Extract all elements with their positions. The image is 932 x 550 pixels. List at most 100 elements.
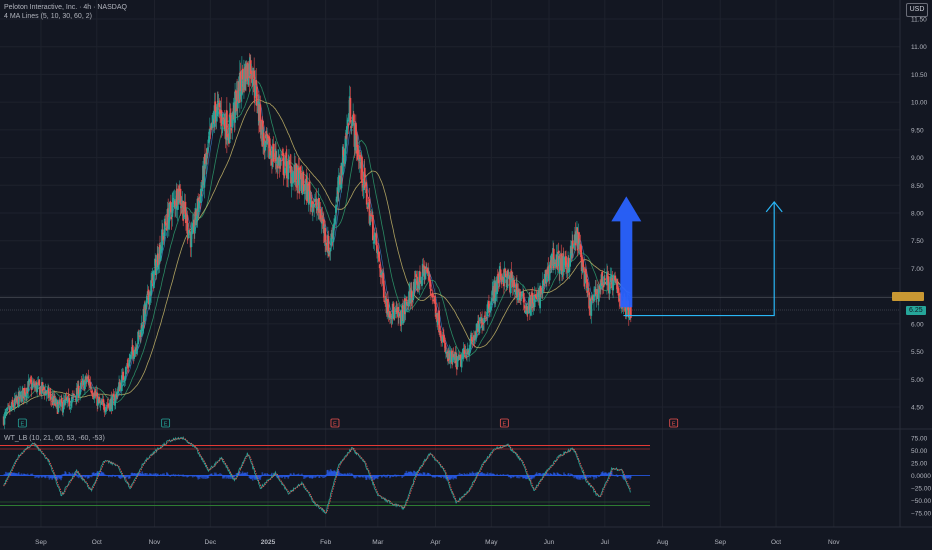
candle-body xyxy=(361,156,363,183)
candle-body xyxy=(375,233,378,246)
candle-body xyxy=(75,388,78,402)
candle-body xyxy=(115,392,118,394)
wt-histogram-bar xyxy=(528,475,530,480)
wt-histogram-bar xyxy=(571,474,573,476)
wt-histogram-bar xyxy=(500,475,502,477)
candle-body xyxy=(203,157,206,188)
wt-histogram-bar xyxy=(533,475,536,478)
price-tick-label: 11.50 xyxy=(911,17,927,24)
wt-histogram-bar xyxy=(617,475,619,477)
wt-histogram-bar xyxy=(365,475,368,480)
wt-histogram-bar xyxy=(593,475,595,480)
wt-histogram-bar xyxy=(301,473,303,476)
ma-indicator-legend[interactable]: 4 MA Lines (5, 10, 30, 60, 2) xyxy=(4,13,92,20)
candle-body xyxy=(128,360,131,367)
candle-body xyxy=(168,202,171,221)
candle-body xyxy=(8,406,11,408)
wt-histogram-bar xyxy=(351,474,354,476)
time-tick-label: Dec xyxy=(205,539,217,546)
candle-body xyxy=(481,325,484,330)
time-tick-label: Aug xyxy=(657,539,669,546)
wt-histogram-bar xyxy=(71,472,74,476)
candle-body xyxy=(572,245,575,248)
wt-histogram-bar xyxy=(181,474,183,476)
wt-histogram-bar xyxy=(548,474,550,476)
candle-body xyxy=(586,287,589,291)
wt-histogram-bar xyxy=(4,471,7,476)
candle-body xyxy=(359,155,361,160)
candle-body xyxy=(309,197,312,207)
wt-histogram-bar xyxy=(362,475,365,478)
candle-body xyxy=(268,136,271,159)
candle-body xyxy=(451,354,454,363)
price-tick-label: 4.50 xyxy=(911,405,924,412)
candle-body xyxy=(79,389,82,395)
currency-button[interactable]: USD xyxy=(906,3,928,17)
time-axis[interactable]: Sep Oct Nov Dec 2025 Feb Mar Apr May Jun Jul Aug Sep… xyxy=(35,539,840,546)
candle-body xyxy=(355,132,358,154)
drawing-annotations[interactable] xyxy=(611,196,783,317)
candle-body xyxy=(314,196,317,198)
candle-body xyxy=(251,78,254,86)
candle-body xyxy=(283,167,286,174)
symbol-legend[interactable]: Peloton Interactive, Inc. · 4h · NASDAQ xyxy=(4,4,127,11)
wt-histogram-bar xyxy=(186,475,189,478)
candle-body xyxy=(442,334,445,343)
candle-body xyxy=(231,112,234,128)
candle-body xyxy=(337,175,340,193)
candle-body xyxy=(340,162,343,189)
wt-histogram-bar xyxy=(312,475,315,478)
price-axis[interactable]: 4.505.005.506.006.507.007.508.008.509.00… xyxy=(911,17,931,518)
candle-body xyxy=(333,218,336,225)
wt-histogram-bar xyxy=(546,472,548,476)
candle-body xyxy=(509,273,512,294)
wt-histogram-bar xyxy=(129,475,131,479)
candle-body xyxy=(186,215,189,234)
candle-body xyxy=(628,316,631,320)
candle-body xyxy=(109,400,112,412)
candle-body xyxy=(72,393,75,397)
wt-histogram-bar xyxy=(344,473,347,476)
candle-body xyxy=(68,398,71,407)
wt-histogram-bar xyxy=(88,475,90,479)
wt-histogram-bar xyxy=(197,475,200,480)
wt-histogram-bar xyxy=(211,473,213,476)
candle-body xyxy=(580,250,582,257)
wt-histogram-bar xyxy=(103,473,105,476)
wt-histogram-bar xyxy=(279,475,281,478)
candle-body xyxy=(92,398,95,399)
candle-body xyxy=(302,171,305,186)
candle-body xyxy=(307,185,310,205)
oscillator-tick-label: −25.00 xyxy=(911,486,931,493)
candle-body xyxy=(82,379,85,381)
wt-histogram-bar xyxy=(595,475,598,478)
candle-body xyxy=(195,209,198,220)
candle-body xyxy=(295,163,298,180)
candle-body xyxy=(56,400,58,402)
candle-body xyxy=(114,400,116,406)
wt-histogram-bar xyxy=(126,475,129,478)
candle-body xyxy=(12,405,15,408)
candle-body xyxy=(280,157,283,159)
wt-histogram-bar xyxy=(193,475,196,477)
wt-histogram-bar xyxy=(513,475,515,477)
wt-histogram-bar xyxy=(264,474,267,476)
candle-body xyxy=(200,188,202,203)
wt-histogram-bar xyxy=(395,474,398,476)
price-tick-label: 9.50 xyxy=(911,127,924,134)
wt-histogram-bar xyxy=(38,475,41,478)
candle-body xyxy=(482,322,485,325)
wt-histogram-bar xyxy=(435,475,438,477)
candle-body xyxy=(167,217,170,230)
candle-body xyxy=(434,295,436,304)
price-tick-label: 5.00 xyxy=(911,377,924,384)
wt-histogram-bar xyxy=(516,475,518,479)
wt-histogram-bar xyxy=(47,475,49,478)
wt-histogram-bar xyxy=(191,475,194,478)
candle-body xyxy=(365,182,367,187)
oscillator-legend[interactable]: WT_LB (10, 21, 60, 53, -60, -53) xyxy=(4,435,105,442)
candle-body xyxy=(116,391,119,396)
candle-body xyxy=(275,162,278,163)
